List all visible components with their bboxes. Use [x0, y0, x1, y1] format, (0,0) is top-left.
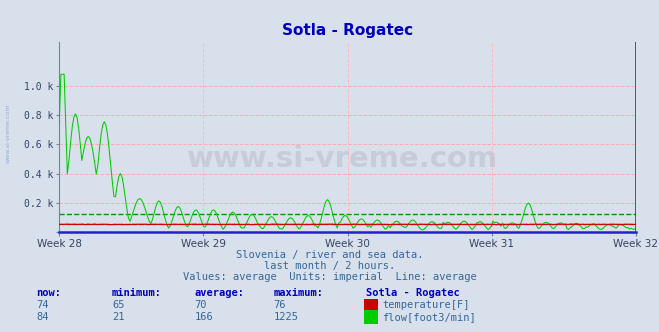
- Text: 70: 70: [194, 300, 207, 310]
- Text: 76: 76: [273, 300, 286, 310]
- Text: www.si-vreme.com: www.si-vreme.com: [6, 103, 11, 163]
- Text: www.si-vreme.com: www.si-vreme.com: [187, 145, 498, 173]
- Text: Sotla - Rogatec: Sotla - Rogatec: [366, 288, 459, 298]
- Text: maximum:: maximum:: [273, 288, 324, 298]
- Text: last month / 2 hours.: last month / 2 hours.: [264, 261, 395, 271]
- Text: now:: now:: [36, 288, 61, 298]
- Text: flow[foot3/min]: flow[foot3/min]: [382, 312, 476, 322]
- Text: average:: average:: [194, 288, 244, 298]
- Text: 84: 84: [36, 312, 49, 322]
- Text: Slovenia / river and sea data.: Slovenia / river and sea data.: [236, 250, 423, 260]
- Text: 166: 166: [194, 312, 213, 322]
- Text: temperature[F]: temperature[F]: [382, 300, 470, 310]
- Text: 21: 21: [112, 312, 125, 322]
- Text: minimum:: minimum:: [112, 288, 162, 298]
- Text: Values: average  Units: imperial  Line: average: Values: average Units: imperial Line: av…: [183, 272, 476, 282]
- Title: Sotla - Rogatec: Sotla - Rogatec: [282, 23, 413, 38]
- Text: 74: 74: [36, 300, 49, 310]
- Text: 1225: 1225: [273, 312, 299, 322]
- Text: 65: 65: [112, 300, 125, 310]
